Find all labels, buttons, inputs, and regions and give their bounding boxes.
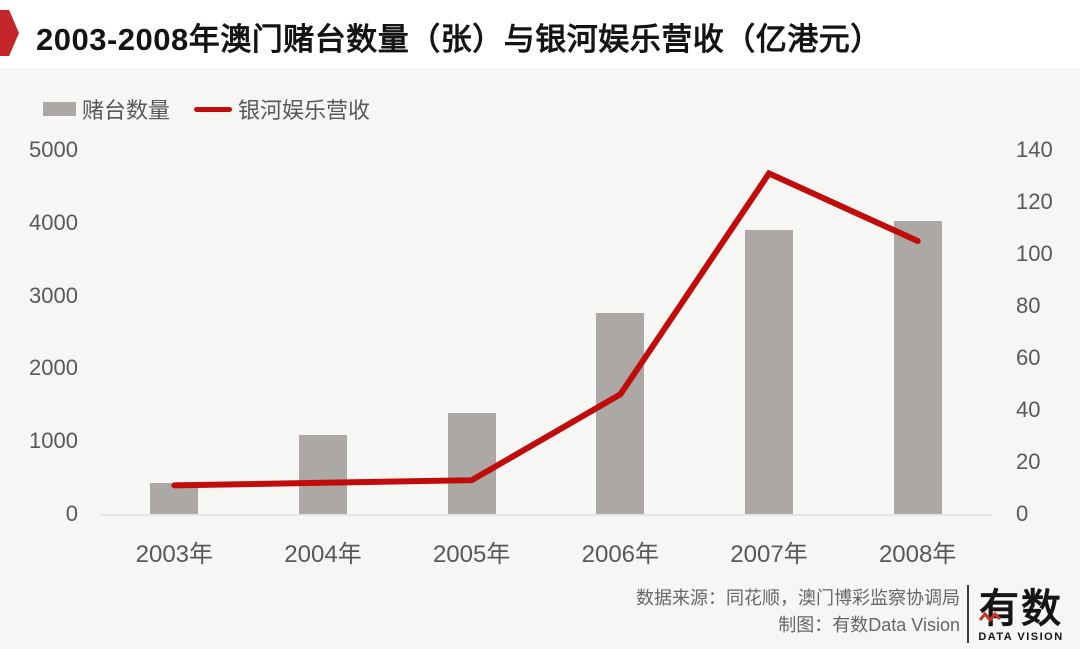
legend-item-tables: 赌台数量 [43, 93, 170, 125]
left-axis-tick-4000: 4000 [29, 209, 78, 235]
left-axis-tick-1000: 1000 [29, 428, 78, 454]
x-axis-label-2008年: 2008年 [878, 541, 957, 568]
credit-text: 制图：有数Data Vision [778, 615, 960, 635]
line-swatch-icon [194, 106, 233, 112]
page-title: 2003-2008年澳门赌台数量（张）与银河娱乐营收（亿港元） [36, 22, 882, 57]
right-axis-tick-140: 140 [1016, 137, 1053, 162]
header-bar: 2003-2008年澳门赌台数量（张）与银河娱乐营收（亿港元） [0, 0, 1080, 68]
chart-legend: 赌台数量 银河娱乐营收 [43, 93, 394, 125]
left-axis-tick-3000: 3000 [29, 282, 78, 308]
logo-characters: 有数 [979, 587, 1063, 631]
x-axis-label-2006年: 2006年 [581, 541, 660, 568]
x-axis-label-2005年: 2005年 [432, 541, 511, 568]
right-axis-tick-0: 0 [1016, 501, 1029, 526]
logo-subtext: DATA VISION [978, 631, 1064, 643]
bar-2007年 [745, 230, 793, 514]
left-axis-tick-0: 0 [65, 501, 78, 526]
right-axis-tick-60: 60 [1016, 345, 1041, 370]
brand-logo: 有数 DATA VISION [976, 589, 1066, 643]
footer: 数据来源：同花顺，澳门博彩监察协调局 制图：有数Data Vision 有数 D… [0, 579, 1080, 649]
bar-2006年 [596, 313, 645, 514]
logo-cn-text: 有数 [976, 589, 1066, 629]
legend-label-revenue: 银河娱乐营收 [238, 98, 371, 123]
x-axis-label-2003年: 2003年 [135, 541, 214, 568]
bar-swatch-icon [43, 102, 76, 116]
source-credits: 数据来源：同花顺，澳门博彩监察协调局 制图：有数Data Vision [636, 585, 960, 639]
right-axis-tick-120: 120 [1016, 189, 1053, 214]
legend-item-revenue: 银河娱乐营收 [194, 93, 370, 125]
bar-2008年 [893, 221, 942, 514]
bar-2003年 [150, 483, 199, 514]
legend-label-tables: 赌台数量 [82, 98, 171, 123]
revenue-line-path [171, 169, 921, 489]
right-axis-tick-20: 20 [1016, 449, 1041, 474]
right-axis-tick-100: 100 [1016, 241, 1053, 266]
bar-2004年 [299, 435, 347, 514]
data-source-text: 数据来源：同花顺，澳门博彩监察协调局 [636, 588, 960, 608]
logo-zigzag-icon [979, 611, 1001, 623]
x-axis-label-2007年: 2007年 [730, 541, 808, 568]
left-axis-tick-5000: 5000 [29, 137, 78, 162]
left-axis-tick-2000: 2000 [29, 355, 78, 381]
x-axis-label-2004年: 2004年 [284, 541, 362, 568]
footer-divider [967, 585, 969, 643]
x-axis-line [100, 514, 992, 516]
right-axis-tick-80: 80 [1016, 293, 1041, 318]
title-accent-badge [0, 10, 19, 56]
right-axis-tick-40: 40 [1016, 397, 1041, 422]
bar-2005年 [447, 412, 496, 514]
